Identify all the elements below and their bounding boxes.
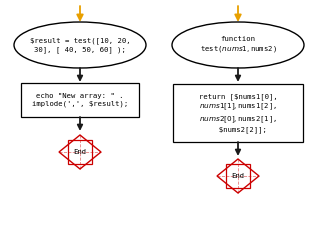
FancyBboxPatch shape (21, 83, 139, 117)
Text: End: End (231, 173, 244, 179)
Ellipse shape (172, 22, 304, 68)
Text: echo "New array: " .
implode(',', $result);: echo "New array: " . implode(',', $resul… (32, 93, 128, 107)
FancyBboxPatch shape (173, 84, 303, 142)
Ellipse shape (14, 22, 146, 68)
Polygon shape (59, 135, 101, 169)
Polygon shape (217, 159, 259, 193)
Text: function
test($nums1, $nums2): function test($nums1, $nums2) (200, 36, 276, 54)
Text: $result = test([10, 20,
30], [ 40, 50, 60] );: $result = test([10, 20, 30], [ 40, 50, 6… (30, 37, 130, 53)
Text: return [$nums1[0],
$nums1[1], $nums1[2],
$nums2[0], $nums2[1],
  $nums2[2]];: return [$nums1[0], $nums1[1], $nums1[2],… (199, 93, 277, 133)
Text: End: End (74, 149, 87, 155)
